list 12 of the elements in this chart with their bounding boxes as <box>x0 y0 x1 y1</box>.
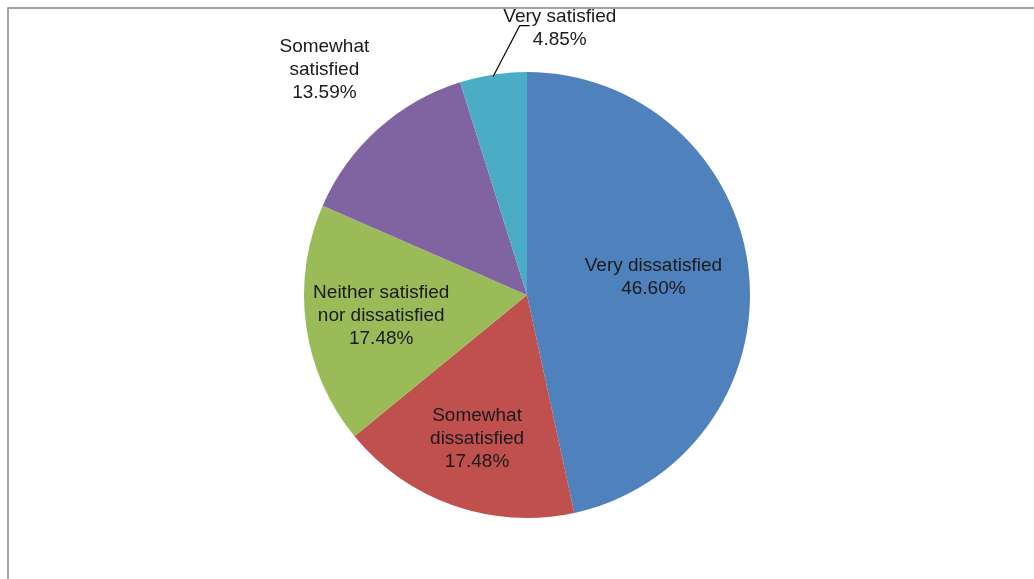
slice-label: Somewhat satisfied <box>279 35 370 80</box>
slice-label: Neither satisfied nor dissatisfied <box>313 281 450 326</box>
pie-slice <box>527 72 750 513</box>
slice-label: Somewhat dissatisfied <box>430 404 525 449</box>
slice-label: Very satisfied <box>503 5 617 27</box>
data-label: 17.48% <box>444 450 510 472</box>
data-label: 46.60% <box>621 276 686 298</box>
slice-label: Very dissatisfied <box>584 253 723 275</box>
data-label: 13.59% <box>292 81 357 103</box>
data-label: 4.85% <box>532 28 587 50</box>
pie-slice <box>460 72 527 295</box>
data-label: 17.48% <box>348 327 414 349</box>
